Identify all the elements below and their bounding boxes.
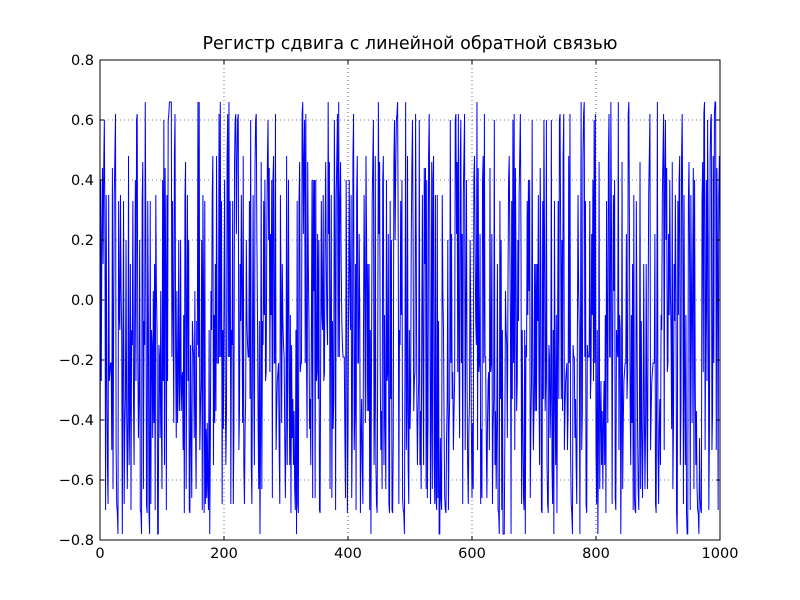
x-tick-label: 1000 (702, 546, 739, 562)
y-tick-label: 0.8 (71, 53, 94, 69)
chart-title: Регистр сдвига с линейной обратной связь… (202, 34, 617, 54)
y-tick-label: 0.4 (71, 173, 94, 189)
x-tick-label: 400 (334, 546, 362, 562)
y-tick-label: 0.6 (71, 113, 94, 129)
y-tick-label: −0.8 (59, 533, 94, 549)
signal-line (100, 101, 720, 535)
axis-ticks (99, 59, 721, 541)
y-tick-label: −0.6 (59, 473, 94, 489)
y-tick-label: 0.0 (71, 293, 94, 309)
x-axis: 0 200 400 600 800 1000 (95, 546, 738, 562)
x-tick-label: 0 (95, 546, 104, 562)
y-tick-label: −0.2 (59, 353, 94, 369)
x-tick-label: 800 (582, 546, 610, 562)
y-tick-label: −0.4 (59, 413, 94, 429)
y-tick-label: 0.2 (71, 233, 94, 249)
x-tick-label: 200 (210, 546, 238, 562)
x-tick-label: 600 (458, 546, 486, 562)
y-axis: −0.8 −0.6 −0.4 −0.2 0.0 0.2 0.4 0.6 0.8 (59, 53, 94, 549)
